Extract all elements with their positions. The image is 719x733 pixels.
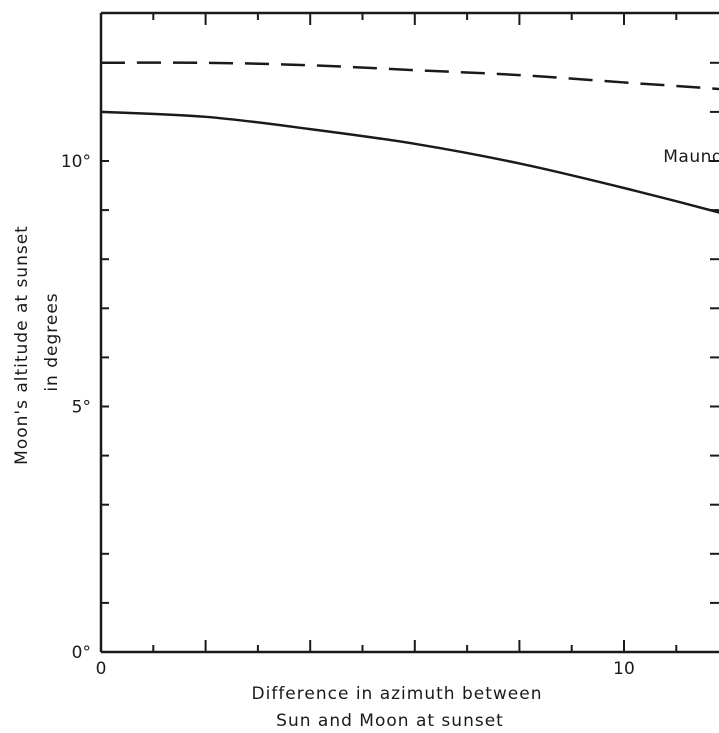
series-line-fotheringham — [100, 61, 719, 91]
labels: 010200°5°10°Difference in azimuth betwee… — [12, 147, 719, 731]
x-tick-label: 0 — [96, 659, 107, 679]
annotation-maunder: Maunder — [663, 147, 719, 167]
x-tick-label: 10 — [613, 659, 635, 679]
x-axis-label-line-1: Difference in azimuth between — [252, 684, 543, 704]
series-line-maunder — [100, 110, 719, 214]
x-axis-label-line-2: Sun and Moon at sunset — [276, 711, 504, 731]
y-tick-label: 10° — [61, 152, 91, 172]
y-tick-label: 5° — [72, 398, 91, 418]
y-tick-label: 0° — [72, 643, 91, 663]
ticks — [100, 13, 719, 652]
plot-frame — [99, 11, 719, 654]
series-lines — [100, 61, 719, 214]
y-axis-label-line-1: Moon's altitude at sunset — [12, 225, 32, 465]
y-axis-label-line-2: in degrees — [42, 292, 62, 391]
